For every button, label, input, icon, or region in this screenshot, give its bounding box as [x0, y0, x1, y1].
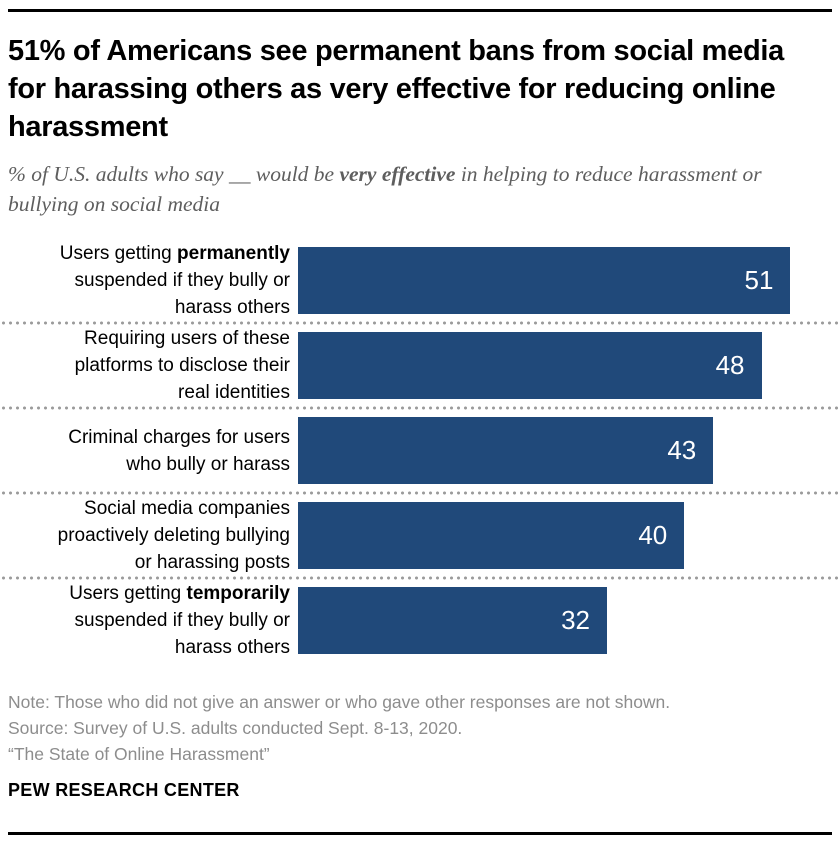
label-bold-segment: permanently: [177, 243, 290, 264]
note-line: Note: Those who did not give an answer o…: [8, 692, 671, 712]
chart-subtitle: % of U.S. adults who say __ would be ver…: [8, 159, 798, 219]
chart-row: Users getting temporarily suspended if th…: [0, 580, 840, 661]
bar-value-label: 32: [561, 605, 591, 635]
chart-row: Criminal charges for users who bully or h…: [0, 410, 840, 491]
bar-track: 43: [298, 417, 832, 484]
dotted-separator: [0, 576, 840, 580]
label-segment: suspended if they bully or: [74, 270, 290, 291]
label-segment: Requiring users of these: [84, 328, 290, 349]
subtitle-prefix: % of U.S. adults who say __ would be: [8, 162, 340, 186]
dotted-separator: [0, 406, 840, 410]
bar: 48: [298, 332, 762, 399]
bar-value-label: 48: [715, 350, 745, 380]
bar: 43: [298, 417, 714, 484]
label-segment: Users getting: [69, 583, 187, 604]
bar-category-label: Social media companies proactively deleti…: [0, 495, 290, 576]
bar-category-label: Requiring users of these platforms to dis…: [0, 325, 290, 406]
bar-category-label: Criminal charges for users who bully or h…: [0, 424, 290, 478]
chart-title: 51% of Americans see permanent bans from…: [8, 35, 784, 143]
bottom-rule: [8, 832, 832, 835]
label-segment: proactively deleting bullying: [57, 525, 290, 546]
bar-track: 40: [298, 502, 832, 569]
top-rule: [8, 9, 832, 12]
report-title-line: “The State of Online Harassment”: [8, 744, 270, 764]
bar: 40: [298, 502, 685, 569]
chart-row: Users getting permanently suspended if th…: [0, 240, 840, 321]
bar: 32: [298, 587, 608, 654]
label-segment: who bully or harass: [126, 453, 290, 475]
bar-value-label: 51: [744, 265, 774, 295]
bar-value-label: 40: [638, 520, 668, 550]
label-segment: or harassing posts: [134, 552, 290, 573]
chart-row: Social media companies proactively deleti…: [0, 495, 840, 576]
subtitle-suffix: in helping to reduce harassment or bully…: [8, 162, 762, 216]
label-segment: Social media companies: [84, 498, 290, 519]
label-segment: real identities: [178, 382, 290, 403]
bar-track: 48: [298, 332, 832, 399]
label-segment: harass others: [174, 297, 290, 318]
subtitle-bold-phrase: very effective: [339, 162, 456, 186]
bar: 51: [298, 247, 791, 314]
label-segment: Users getting: [59, 243, 178, 264]
dotted-separator: [0, 491, 840, 495]
label-segment: suspended if they bully or: [74, 610, 290, 631]
chart-row: Requiring users of these platforms to dis…: [0, 325, 840, 406]
bar-category-label: Users getting temporarily suspended if th…: [0, 580, 290, 661]
bar-track: 51: [298, 247, 832, 314]
bar-category-label: Users getting permanently suspended if th…: [0, 240, 290, 321]
label-segment: platforms to disclose their: [74, 355, 290, 376]
label-segment: harass others: [174, 637, 290, 658]
brand-wordmark: PEW RESEARCH CENTER: [8, 780, 240, 800]
horizontal-bar-chart: Users getting permanently suspended if th…: [0, 240, 840, 661]
source-line: Source: Survey of U.S. adults conducted …: [8, 718, 463, 738]
bar-value-label: 43: [667, 435, 697, 465]
pew-chart-card: 51% of Americans see permanent bans from…: [0, 9, 840, 835]
bar-track: 32: [298, 587, 832, 654]
label-bold-segment: temporarily: [186, 583, 290, 604]
dotted-separator: [0, 321, 840, 325]
label-segment: Criminal charges for users: [68, 426, 290, 448]
